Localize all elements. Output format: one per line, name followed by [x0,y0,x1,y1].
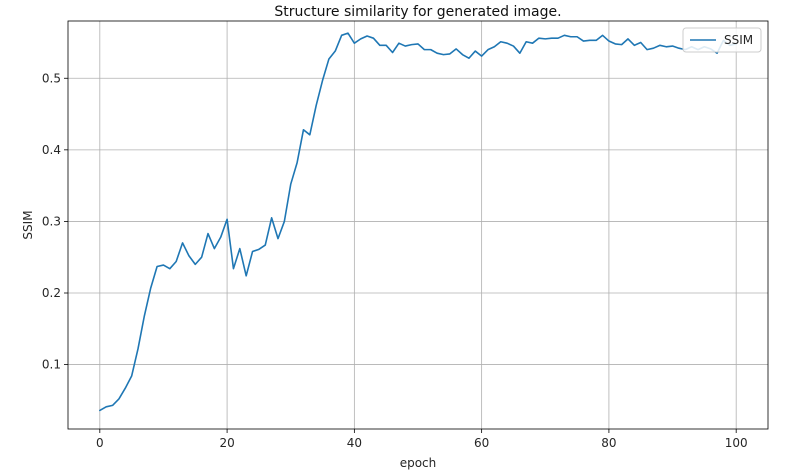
y-tick-label: 0.3 [42,214,61,228]
x-tick-label: 100 [725,436,748,450]
legend-box [682,27,762,53]
y-tick-label: 0.5 [42,71,61,85]
x-tick-label: 20 [219,436,234,450]
x-tick-label: 80 [601,436,616,450]
y-axis-label: SSIM [21,210,35,239]
legend: SSIM [682,27,762,53]
x-tick-label: 60 [474,436,489,450]
grid-lines [68,21,768,429]
plot-background [68,21,768,429]
y-tick-label: 0.4 [42,143,61,157]
y-tick-label: 0.2 [42,286,61,300]
series-layer [99,32,737,412]
plot-frame [67,20,769,430]
legend-label-ssim: SSIM [724,33,753,47]
x-tick-label: 40 [347,436,362,450]
y-axis: 0.1 0.2 0.3 0.4 0.5 [42,71,68,372]
y-tick-label: 0.1 [42,358,61,372]
x-axis-label: epoch [400,456,437,470]
series-line-ssim [99,32,737,412]
x-axis: 0 20 40 60 80 100 [96,429,748,450]
chart-title: Structure similarity for generated image… [274,4,561,20]
x-tick-label: 0 [96,436,104,450]
